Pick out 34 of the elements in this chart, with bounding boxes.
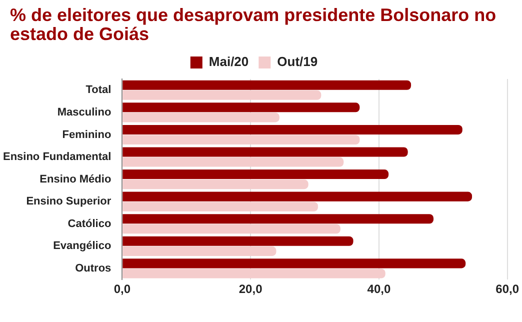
x-tick-label: 40,0: [367, 282, 391, 296]
x-tick-label: 20,0: [238, 282, 263, 296]
y-tick-label: Ensino Fundamental: [2, 151, 112, 164]
legend-label: Out/19: [277, 54, 318, 70]
bar: [122, 214, 434, 224]
y-tick-label: Masculino: [57, 106, 112, 118]
y-tick-label: Feminino: [62, 128, 112, 141]
bar: [122, 90, 322, 100]
bar: [122, 236, 354, 246]
bar: [122, 202, 318, 212]
bar: [122, 157, 344, 167]
bar: [122, 112, 280, 122]
x-tick-label: 0,0: [114, 282, 131, 296]
legend-label: Mai/20: [208, 54, 249, 70]
y-tick-label: Ensino Superior: [26, 196, 112, 208]
bar: [122, 134, 360, 144]
y-tick-label: Outros: [75, 262, 112, 274]
bar: [122, 246, 276, 256]
y-tick-label: Total: [86, 84, 112, 96]
bar: [122, 180, 308, 190]
bar: [122, 124, 462, 134]
y-tick-label: Evangélico: [53, 240, 112, 252]
bar: [122, 268, 386, 278]
bar: [122, 258, 466, 268]
bar: [122, 224, 340, 234]
y-tick-label: Católico: [68, 218, 112, 230]
bar: [122, 147, 408, 157]
x-tick-label: 60,0: [496, 282, 520, 296]
chart-title: % de eleitores que desaprovam presidente Bolsonaro no estado de Goiás: [10, 5, 498, 44]
bar: [122, 170, 389, 180]
bar: [122, 192, 472, 202]
bar: [122, 80, 412, 90]
y-tick-label: Ensino Médio: [40, 173, 112, 186]
bar: [122, 102, 360, 112]
